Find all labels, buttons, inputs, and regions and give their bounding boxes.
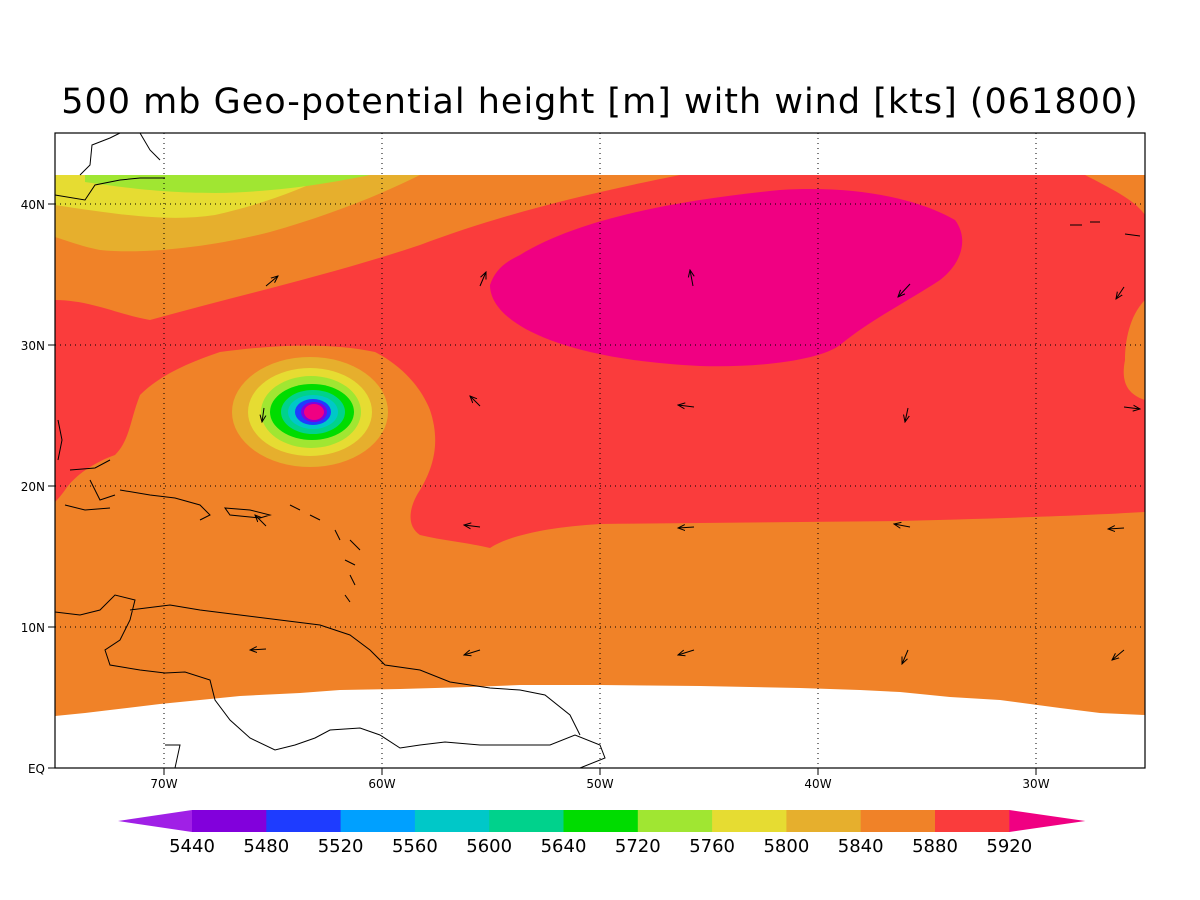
colorbar-swatch <box>192 810 267 832</box>
wind-arrow <box>262 407 264 422</box>
colorbar: 5440 5480 5520 5560 5600 5640 5720 5760 5800 5840… <box>118 810 1086 857</box>
wind-vectors <box>250 270 1140 664</box>
colorbar-label: 5880 <box>912 836 958 857</box>
colorbar-swatch <box>266 810 342 832</box>
colorbar-swatch <box>637 810 713 832</box>
contour-5760 <box>85 175 370 193</box>
colorbar-label: 5600 <box>466 836 512 857</box>
wind-arrow <box>898 283 911 297</box>
lon-label-30w: 30W <box>1022 777 1049 791</box>
wind-arrow <box>464 525 481 527</box>
wind-arrow <box>265 276 278 287</box>
lon-label-40w: 40W <box>804 777 831 791</box>
lon-label-60w: 60W <box>368 777 395 791</box>
wind-arrow <box>1108 528 1125 529</box>
colorbar-swatch <box>712 810 787 832</box>
wind-arrow <box>464 649 481 655</box>
colorbar-label: 5760 <box>689 836 735 857</box>
wind-arrow <box>250 649 267 650</box>
wind-arrow <box>678 405 695 407</box>
colorbar-left-triangle <box>118 810 192 832</box>
wind-arrow <box>894 524 911 527</box>
lat-label-30n: 30N <box>21 339 45 353</box>
colorbar-label: 5560 <box>392 836 438 857</box>
lat-label-10n: 10N <box>21 621 45 635</box>
colorbar-swatch <box>414 810 490 832</box>
wind-arrow <box>690 270 693 287</box>
colorbar-right-triangle <box>1009 810 1086 832</box>
colorbar-label: 5920 <box>986 836 1032 857</box>
colorbar-swatch <box>563 810 639 832</box>
lon-label-70w: 70W <box>150 777 177 791</box>
colorbar-label: 5720 <box>615 836 661 857</box>
colorbar-swatch <box>786 810 862 832</box>
wind-arrow <box>1123 407 1140 409</box>
lat-label-20n: 20N <box>21 480 45 494</box>
colorbar-swatch <box>340 810 416 832</box>
wind-arrow <box>255 515 267 527</box>
wind-arrow <box>678 527 695 528</box>
colorbar-label: 5480 <box>243 836 289 857</box>
lat-label-eq: EQ <box>28 762 45 776</box>
colorbar-swatch <box>935 810 1010 832</box>
contour-layer <box>55 133 1145 768</box>
wind-arrow <box>905 407 908 422</box>
colorbar-swatch <box>489 810 564 832</box>
wind-arrow <box>678 649 695 655</box>
low-ring-5440 <box>304 404 324 420</box>
map-title: 500 mb Geo-potential height [m] with win… <box>61 82 1139 122</box>
colorbar-label: 5840 <box>838 836 884 857</box>
wind-arrow <box>470 396 481 407</box>
colorbar-swatch <box>860 810 936 832</box>
graticule <box>55 133 1145 768</box>
wind-arrow <box>479 272 486 287</box>
colorbar-label: 5520 <box>318 836 364 857</box>
lat-label-40n: 40N <box>21 198 45 212</box>
tick-marks <box>48 203 1037 775</box>
wind-arrow <box>1112 649 1125 660</box>
colorbar-label: 5800 <box>763 836 809 857</box>
wind-arrow <box>1116 286 1125 299</box>
contour-5960 <box>490 189 963 367</box>
wind-arrow <box>902 649 909 664</box>
lon-label-50w: 50W <box>586 777 613 791</box>
colorbar-label: 5640 <box>541 836 587 857</box>
colorbar-label: 5440 <box>169 836 215 857</box>
coastlines <box>55 133 1141 768</box>
